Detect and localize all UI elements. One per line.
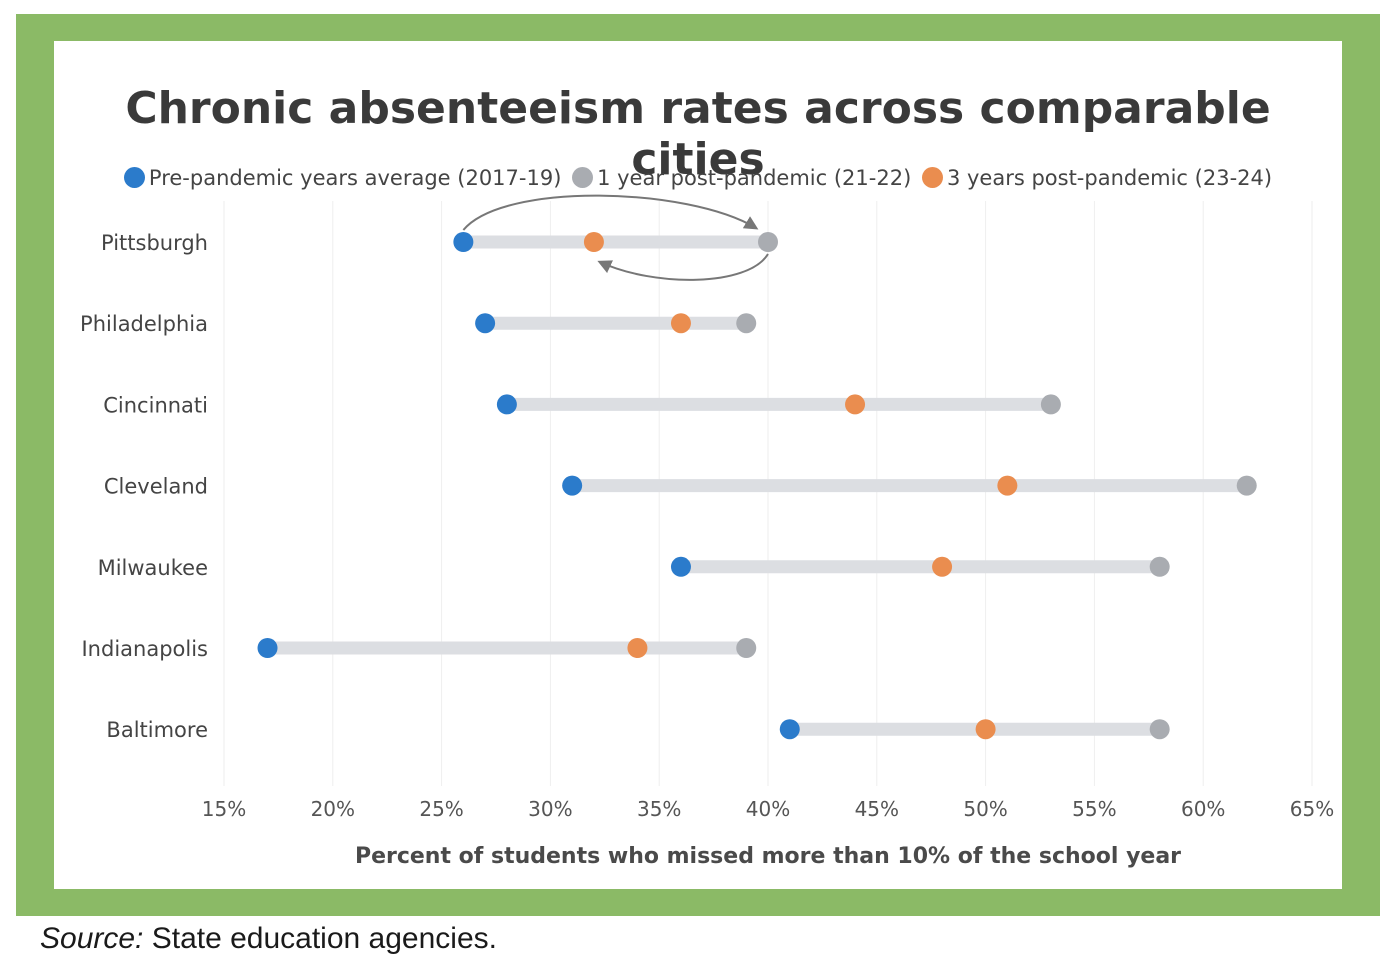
- legend: Pre-pandemic years average (2017-19) 1 y…: [54, 165, 1342, 190]
- x-tick-label-30: 30%: [528, 797, 572, 821]
- dumbbell-chart: 15% 20% 25% 30% 35% 40% 45% 50% 55% 60% 65% Percent…: [80, 194, 1334, 869]
- dot-milwaukee-1-year: [1149, 556, 1170, 577]
- dot-philadelphia-1-year: [736, 313, 757, 334]
- chart-title: Chronic absenteeism rates across compara…: [125, 83, 1271, 185]
- legend-item-3-years: 3 years post-pandemic (23-24): [921, 166, 1273, 190]
- x-tick-label-25: 25%: [419, 797, 463, 821]
- dot-cleveland-1-year: [1236, 475, 1257, 496]
- x-tick-label-50: 50%: [963, 797, 1007, 821]
- dot-philadelphia-3-years: [670, 313, 691, 334]
- dot-milwaukee-pre-pandemic: [670, 556, 691, 577]
- legend-item-1-year: 1 year post-pandemic (21-22): [572, 166, 911, 190]
- legend-item-pre-pandemic: Pre-pandemic years average (2017-19): [123, 166, 562, 190]
- y-label-philadelphia: Philadelphia: [80, 312, 208, 336]
- legend-dot-pre-pandemic: [123, 167, 145, 188]
- dot-cleveland-3-years: [997, 475, 1018, 496]
- y-label-cleveland: Cleveland: [104, 475, 208, 499]
- source-text: State education agencies.: [143, 922, 497, 955]
- legend-label-3-years: 3 years post-pandemic (23-24): [946, 166, 1273, 190]
- y-label-baltimore: Baltimore: [106, 718, 208, 742]
- dot-indianapolis-1-year: [736, 638, 757, 658]
- dot-baltimore-1-year: [1149, 719, 1170, 740]
- x-axis-label: Percent of students who missed more than…: [355, 844, 1181, 869]
- legend-label-1-year: 1 year post-pandemic (21-22): [597, 166, 912, 190]
- chart-panel: Chronic absenteeism rates across compara…: [54, 41, 1342, 889]
- annotation-arrow-up: [462, 194, 759, 231]
- dot-cleveland-pre-pandemic: [562, 475, 583, 496]
- dot-baltimore-3-years: [975, 719, 996, 740]
- dot-milwaukee-3-years: [932, 556, 953, 577]
- dot-indianapolis-3-years: [627, 638, 648, 658]
- x-tick-label-40: 40%: [746, 797, 790, 821]
- legend-dot-3-years: [921, 167, 943, 188]
- x-tick-label-45: 45%: [855, 797, 899, 821]
- x-tick-label-60: 60%: [1181, 797, 1225, 821]
- dot-cincinnati-pre-pandemic: [496, 394, 517, 415]
- legend-dot-1-year: [572, 167, 594, 188]
- y-label-pittsburgh: Pittsburgh: [101, 231, 208, 255]
- x-tick-label-65: 65%: [1290, 797, 1334, 821]
- annotation-arrow-down: [597, 253, 769, 281]
- x-tick-label-20: 20%: [311, 797, 355, 821]
- y-label-indianapolis: Indianapolis: [81, 637, 208, 661]
- source-label: Source:: [40, 922, 144, 955]
- x-tick-label-55: 55%: [1072, 797, 1116, 821]
- dot-pittsburgh-3-years: [583, 232, 604, 252]
- dot-cincinnati-1-year: [1040, 394, 1061, 415]
- dot-pittsburgh-pre-pandemic: [453, 232, 474, 252]
- source-note: Source: State education agencies.: [40, 922, 497, 956]
- dot-baltimore-pre-pandemic: [779, 719, 800, 740]
- x-tick-label-15: 15%: [202, 797, 246, 821]
- dot-pittsburgh-1-year: [758, 232, 778, 252]
- y-label-milwaukee: Milwaukee: [98, 556, 208, 580]
- dot-philadelphia-pre-pandemic: [475, 313, 496, 334]
- y-label-cincinnati: Cincinnati: [103, 393, 208, 417]
- dot-cincinnati-3-years: [845, 394, 866, 415]
- x-tick-label-35: 35%: [637, 797, 681, 821]
- legend-label-pre-pandemic: Pre-pandemic years average (2017-19): [148, 166, 562, 190]
- green-frame: Chronic absenteeism rates across compara…: [16, 14, 1380, 916]
- dot-indianapolis-pre-pandemic: [257, 638, 278, 658]
